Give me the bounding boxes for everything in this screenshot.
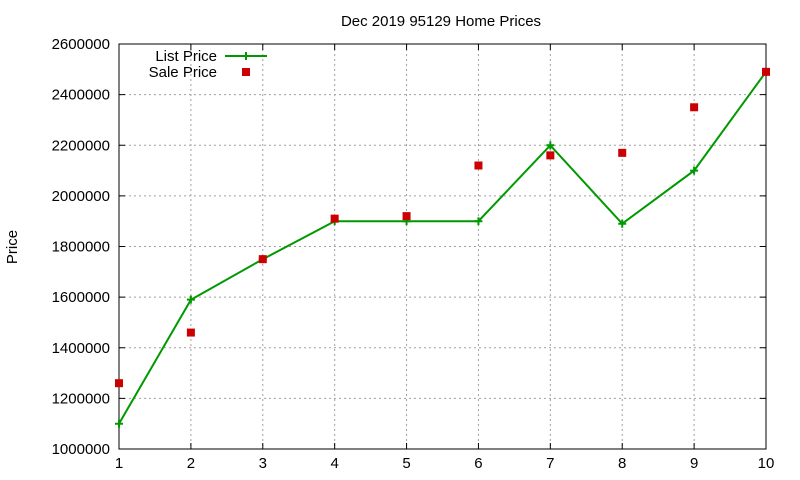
x-tick-label: 4 bbox=[330, 455, 338, 472]
series-line-list-price bbox=[118, 71, 767, 425]
chart-title: Dec 2019 95129 Home Prices bbox=[341, 13, 541, 30]
x-tick-label: 1 bbox=[115, 455, 123, 472]
sale-price-point bbox=[258, 255, 267, 264]
list-price-point bbox=[690, 166, 699, 175]
sale-price-point bbox=[115, 379, 123, 388]
series-layer bbox=[115, 67, 770, 428]
y-axis-label: Price bbox=[4, 230, 21, 264]
list-price-point bbox=[115, 419, 123, 428]
x-tick-label: 3 bbox=[259, 455, 267, 472]
y-tick-label: 2000000 bbox=[52, 188, 110, 205]
plot-frame bbox=[118, 43, 767, 450]
sale-price-point bbox=[546, 151, 555, 160]
x-tick-label: 6 bbox=[474, 455, 482, 472]
list-price-point bbox=[474, 217, 483, 226]
y-tick-label: 1400000 bbox=[52, 340, 110, 357]
x-tick-label: 2 bbox=[187, 455, 195, 472]
list-price-point bbox=[546, 141, 555, 150]
sale-price-point bbox=[402, 212, 411, 221]
legend-swatch-square bbox=[242, 68, 250, 76]
y-tick-label: 1000000 bbox=[52, 441, 110, 458]
x-tick-label: 9 bbox=[690, 455, 698, 472]
sale-price-point bbox=[330, 214, 339, 223]
y-tick-label: 2600000 bbox=[52, 36, 110, 53]
sale-price-point bbox=[474, 161, 483, 170]
y-tick-label: 1200000 bbox=[52, 390, 110, 407]
sale-price-point bbox=[186, 328, 195, 337]
legend-swatch-plus bbox=[242, 52, 250, 60]
list-price-point bbox=[186, 295, 195, 304]
x-tick-label: 10 bbox=[758, 455, 775, 472]
sale-price-point bbox=[690, 103, 699, 112]
grid-lines bbox=[119, 44, 766, 449]
sale-price-point bbox=[618, 148, 627, 157]
x-tick-label: 7 bbox=[546, 455, 554, 472]
y-tick-label: 2200000 bbox=[52, 137, 110, 154]
y-tick-label: 1600000 bbox=[52, 289, 110, 306]
axes: 1000000 1200000 1400000 1600000 1800000 20000… bbox=[52, 36, 775, 472]
sale-price-point bbox=[762, 67, 770, 76]
x-tick-label: 5 bbox=[402, 455, 410, 472]
legend-label-1: Sale Price bbox=[149, 64, 217, 81]
legend-label-0: List Price bbox=[155, 48, 217, 65]
list-price-point bbox=[618, 219, 627, 228]
y-tick-label: 2400000 bbox=[52, 87, 110, 104]
x-tick-label: 8 bbox=[618, 455, 626, 472]
y-tick-label: 1800000 bbox=[52, 239, 110, 256]
